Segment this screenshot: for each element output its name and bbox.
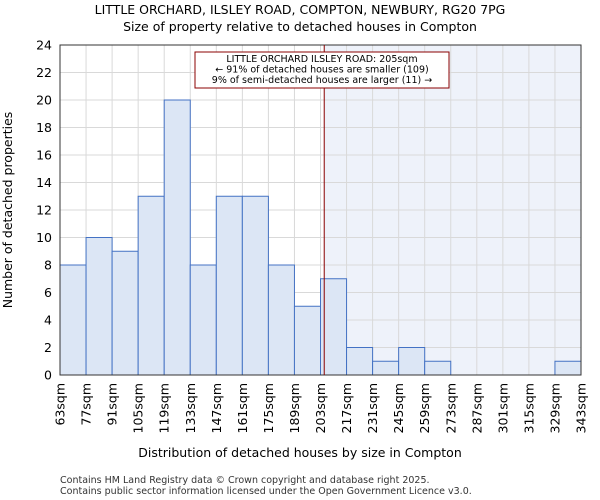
x-tick-label: 203sqm (313, 383, 328, 433)
histogram-bar (554, 360, 582, 376)
x-tick-label: 133sqm (183, 383, 198, 433)
x-tick-label: 77sqm (79, 383, 94, 426)
chart-title-line2: Size of property relative to detached ho… (123, 19, 477, 34)
y-tick-label: 6 (44, 285, 52, 300)
y-tick-label: 0 (44, 368, 52, 383)
x-tick-label: 119sqm (157, 383, 172, 433)
histogram-bar (85, 237, 113, 376)
y-tick-label: 24 (36, 38, 52, 53)
histogram-bar (111, 250, 139, 376)
histogram-bar (215, 195, 243, 376)
histogram-bar (293, 305, 322, 376)
x-tick-label: 217sqm (339, 383, 354, 433)
y-tick-label: 10 (36, 230, 52, 245)
histogram-bar (372, 360, 400, 376)
y-tick-label: 4 (44, 313, 52, 328)
x-tick-label: 301sqm (495, 383, 510, 433)
histogram-bar (320, 278, 348, 376)
x-tick-label: 259sqm (417, 383, 432, 433)
x-tick-label: 287sqm (469, 383, 484, 433)
plot-frame (59, 44, 582, 376)
y-tick-label: 12 (36, 203, 52, 218)
y-tick-label: 18 (36, 120, 52, 135)
histogram-bar (59, 264, 87, 376)
histogram-bar (241, 195, 269, 376)
annotation-box (194, 51, 450, 89)
x-tick-label: 343sqm (574, 383, 589, 433)
x-tick-label: 63sqm (53, 383, 68, 426)
y-tick-label: 14 (36, 175, 52, 190)
histogram-bar (267, 264, 295, 376)
y-tick-label: 8 (44, 258, 52, 273)
x-tick-label: 105sqm (131, 383, 146, 433)
histogram-bar (424, 360, 452, 376)
x-tick-label: 273sqm (443, 383, 458, 433)
chart-title-line1: LITTLE ORCHARD, ILSLEY ROAD, COMPTON, NE… (95, 2, 506, 17)
histogram-bar (346, 347, 374, 376)
x-tick-label: 161sqm (235, 383, 250, 433)
x-tick-label: 315sqm (521, 383, 536, 433)
x-tick-label: 329sqm (547, 383, 562, 433)
x-tick-label: 231sqm (365, 383, 380, 433)
footer-line2: Contains public sector information licen… (60, 486, 472, 497)
y-tick-label: 22 (36, 65, 52, 80)
x-tick-label: 175sqm (261, 383, 276, 433)
x-tick-label: 91sqm (105, 383, 120, 426)
x-tick-label: 189sqm (287, 383, 302, 433)
histogram-bar (189, 264, 217, 376)
histogram-bar (163, 99, 191, 376)
annotation-line3: 9% of semi-detached houses are larger (1… (212, 75, 432, 86)
histogram-bar (137, 195, 165, 376)
annotation-line1: LITTLE ORCHARD ILSLEY ROAD: 205sqm (226, 54, 417, 65)
histogram-bar (398, 347, 426, 376)
y-tick-label: 20 (36, 93, 52, 108)
x-axis-label: Distribution of detached houses by size … (138, 445, 462, 460)
x-tick-label: 147sqm (209, 383, 224, 433)
y-tick-label: 2 (44, 340, 52, 355)
footer-line1: Contains HM Land Registry data © Crown c… (60, 475, 430, 486)
x-tick-label: 245sqm (391, 383, 406, 433)
y-tick-label: 16 (36, 148, 52, 163)
annotation-line2: ← 91% of detached houses are smaller (10… (215, 65, 428, 76)
y-axis-label: Number of detached properties (0, 112, 15, 309)
